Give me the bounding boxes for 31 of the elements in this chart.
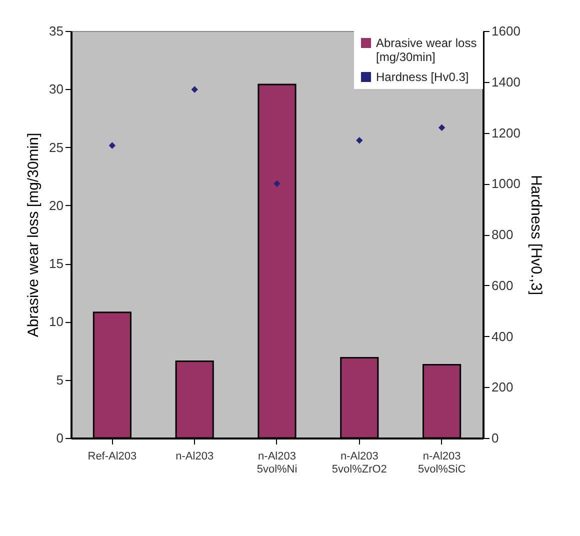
y2-tick-label: 1200 xyxy=(492,125,520,140)
point xyxy=(108,142,116,149)
y2-tick-label: 400 xyxy=(492,328,514,344)
y-axis-title: Abrasive wear loss [mg/30min] xyxy=(25,132,42,338)
point xyxy=(191,86,198,93)
y-tick-label: 10 xyxy=(49,314,64,330)
y2-tick-label: 800 xyxy=(492,227,514,242)
x-tick-label: n-Al203 xyxy=(176,450,214,462)
y-tick-label: 30 xyxy=(49,82,64,97)
legend-label: Hardness [Hv0.3] xyxy=(376,70,469,84)
y-tick-label: 25 xyxy=(49,140,64,155)
y2-tick-label: 200 xyxy=(492,380,514,395)
point xyxy=(274,180,280,187)
legend-label: Abrasive wear loss [mg/30min] xyxy=(376,36,477,64)
y-tick-label: 20 xyxy=(49,198,64,213)
y2-tick-label: 1600 xyxy=(492,24,520,38)
x-tick-label: n-Al203 5vol%Ni xyxy=(256,450,298,476)
y2-tick-label: 0 xyxy=(492,430,499,446)
y2-tick-label: 1400 xyxy=(492,74,520,90)
y-tick-label: 0 xyxy=(56,430,64,446)
x-tick-label: Ref-Al203 xyxy=(88,450,137,462)
point xyxy=(438,124,446,132)
y2-tick-label: 1000 xyxy=(492,176,520,192)
x-tick-label: n-Al203 5vol%ZrO2 xyxy=(332,450,387,476)
x-tick-label: n-Al203 5vol%SiC xyxy=(418,450,466,476)
y2-tick-label: 600 xyxy=(492,278,514,293)
point xyxy=(356,137,363,144)
y-tick-label: 35 xyxy=(49,24,64,38)
y-tick-label: 15 xyxy=(49,256,64,272)
y-tick-label: 5 xyxy=(56,372,64,388)
y2-axis-title: Hardness [Hv0.,3] xyxy=(527,174,544,296)
